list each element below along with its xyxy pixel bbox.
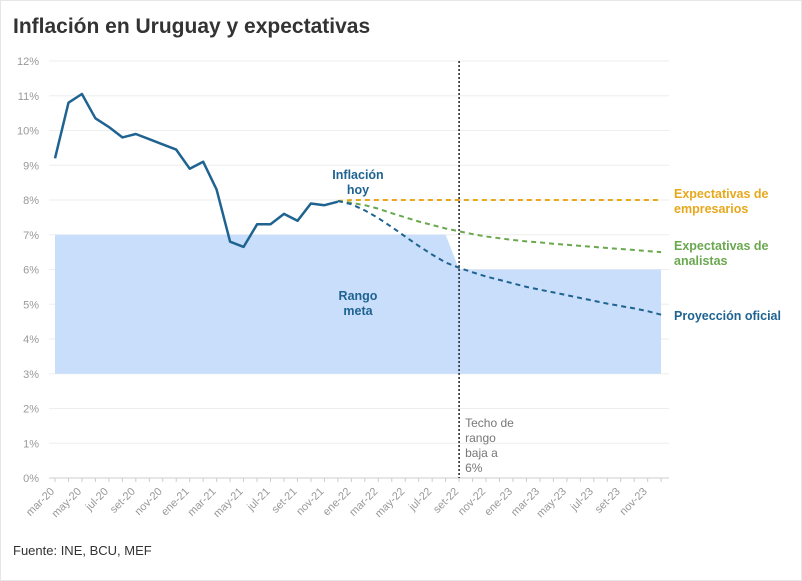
y-tick-label: 9%	[23, 160, 39, 172]
x-tick-label: ene-23	[482, 486, 515, 519]
x-tick-label: nov-22	[456, 486, 488, 518]
x-tick-label: ene-22	[321, 486, 354, 519]
y-tick-label: 11%	[18, 91, 39, 103]
y-tick-label: 2%	[23, 404, 39, 416]
x-tick-label: may-23	[535, 486, 569, 520]
y-tick-label: 12%	[17, 56, 39, 68]
y-tick-label: 4%	[23, 334, 39, 346]
x-tick-label: may-20	[50, 486, 84, 520]
y-tick-label: 5%	[23, 299, 39, 311]
y-tick-label: 3%	[23, 369, 39, 381]
series-line-expectativas-de-analistas	[337, 200, 662, 254]
y-tick-label: 1%	[23, 438, 39, 450]
x-tick-label: may-22	[373, 486, 407, 520]
annotation-inflacion-hoy: Inflación hoy	[332, 168, 383, 197]
annotation-rango-meta: Rango meta	[339, 289, 378, 318]
x-tick-label: nov-21	[294, 486, 326, 518]
chart-title: Inflación en Uruguay y expectativas	[13, 15, 371, 38]
x-tick-label: nov-23	[618, 486, 650, 518]
annotation-analistas: Expectativas de analistas	[674, 239, 769, 268]
y-tick-label: 0%	[23, 473, 39, 485]
series-line-proyecci-n-oficial	[337, 200, 662, 316]
x-tick-label: jul-22	[406, 486, 434, 514]
x-tick-label: jul-23	[568, 486, 596, 514]
series-line-inflaci-n-hoy	[53, 92, 339, 249]
x-tick-label: nov-20	[133, 486, 165, 518]
vline-label: Techo de rango baja a 6%	[465, 416, 514, 475]
y-tick-label: 7%	[23, 230, 39, 242]
x-tick-label: jul-21	[244, 486, 272, 514]
source-note: Fuente: INE, BCU, MEF	[13, 543, 152, 558]
x-tick-label: may-21	[211, 486, 245, 520]
y-tick-label: 6%	[23, 265, 39, 277]
annotation-empresarios: Expectativas de empresarios	[674, 187, 769, 216]
target-range-band	[55, 234, 661, 374]
y-tick-label: 10%	[17, 126, 39, 138]
x-tick-label: jul-20	[83, 486, 111, 514]
x-tick-label: ene-21	[159, 486, 192, 519]
y-tick-label: 8%	[23, 195, 39, 207]
annotation-proyeccion-oficial: Proyección oficial	[674, 309, 781, 323]
